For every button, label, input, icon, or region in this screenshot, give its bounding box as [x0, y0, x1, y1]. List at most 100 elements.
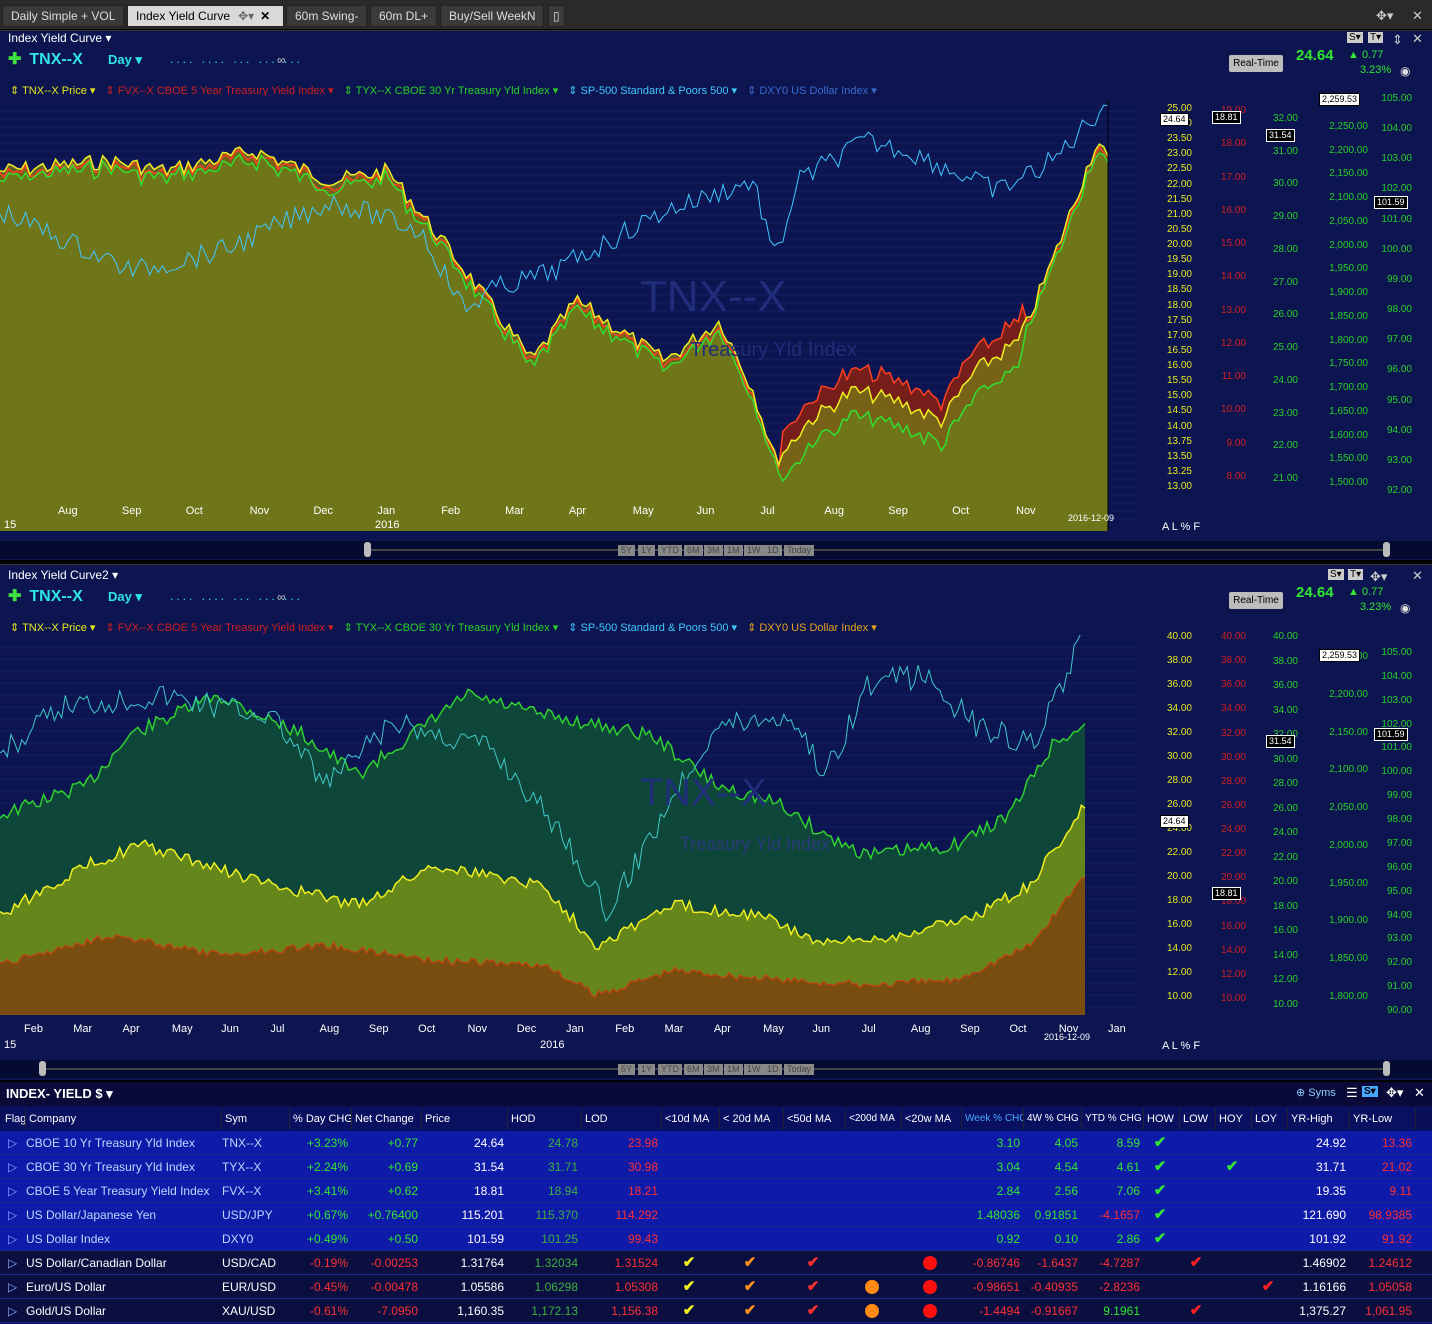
column-header[interactable]: YTD % CHG: [1082, 1108, 1144, 1130]
range-button[interactable]: 6M: [684, 545, 703, 556]
layout-icon[interactable]: ✥▾: [1376, 8, 1394, 23]
range-button[interactable]: 1Y: [638, 1064, 656, 1075]
column-header[interactable]: LOW: [1180, 1108, 1216, 1130]
close-window-icon[interactable]: ✕: [1412, 8, 1423, 23]
tab-60m-dl[interactable]: 60m DL+: [370, 5, 438, 27]
add-symbol-icon[interactable]: ✚: [8, 588, 22, 605]
legend-item[interactable]: ⇕ SP-500 Standard & Poors 500 ▾: [568, 622, 738, 634]
close-tab-icon[interactable]: ✕: [260, 9, 271, 23]
t-button[interactable]: T▾: [1348, 569, 1364, 580]
row-flag-icon[interactable]: ▷: [8, 1208, 18, 1222]
binoculars-icon[interactable]: ∞: [277, 53, 286, 67]
range-button[interactable]: 3M: [704, 1064, 723, 1075]
table-row[interactable]: ▷ US Dollar/Japanese Yen USD/JPY +0.67% +0.7…: [0, 1203, 1432, 1227]
symbol-box[interactable]: ✚ TNX--X: [8, 49, 83, 69]
tab-daily-simple[interactable]: Daily Simple + VOL: [2, 5, 125, 27]
column-header[interactable]: <50d MA: [784, 1108, 846, 1130]
range-button[interactable]: 1Y: [638, 545, 656, 556]
table-row[interactable]: ▷ Euro/US Dollar EUR/USD -0.45% -0.00478 1.05…: [0, 1275, 1432, 1299]
column-header[interactable]: LOY: [1252, 1108, 1288, 1130]
legend-item[interactable]: ⇕ TNX--X Price ▾: [10, 622, 96, 634]
range-button[interactable]: 1D: [764, 1064, 782, 1075]
s-button[interactable]: S▾: [1328, 569, 1344, 580]
close-panel-icon[interactable]: ✕: [1412, 31, 1423, 46]
interval-select[interactable]: Day ▾: [108, 52, 142, 67]
range-button[interactable]: 6M: [684, 1064, 703, 1075]
price-chart[interactable]: TNX--X Treasury Yld Index: [0, 635, 1140, 1015]
scroll-handle-left[interactable]: [39, 1061, 46, 1076]
globe-icon[interactable]: ◉: [1400, 64, 1411, 78]
column-header[interactable]: Week % CHG: [962, 1108, 1024, 1130]
range-button[interactable]: Today: [784, 1064, 815, 1075]
row-flag-icon[interactable]: ▷: [8, 1280, 18, 1294]
interval-select[interactable]: Day ▾: [108, 589, 142, 604]
column-header[interactable]: Sym: [222, 1108, 290, 1130]
legend-item[interactable]: ⇕ DXY0 US Dollar Index ▾: [747, 85, 877, 97]
column-header[interactable]: <10d MA: [662, 1108, 720, 1130]
column-header[interactable]: < 20d MA: [720, 1108, 784, 1130]
range-button[interactable]: YTD: [658, 545, 682, 556]
column-header[interactable]: YR-Low: [1350, 1108, 1416, 1130]
table-row[interactable]: ▷ CBOE 30 Yr Treasury Yld Index TYX--X +2.2…: [0, 1155, 1432, 1179]
legend-item[interactable]: ⇕ TNX--X Price ▾: [10, 85, 96, 97]
column-header[interactable]: Flag: [2, 1108, 26, 1130]
legend-item[interactable]: ⇕ TYX--X CBOE 30 Yr Treasury Yld Index ▾: [343, 622, 559, 634]
column-header[interactable]: Price: [422, 1108, 508, 1130]
range-button[interactable]: Today: [784, 545, 815, 556]
range-button[interactable]: YTD: [658, 1064, 682, 1075]
t-button[interactable]: T▾: [1368, 32, 1384, 43]
watchlist-title[interactable]: INDEX- YIELD $ ▾: [6, 1086, 113, 1101]
new-tab-icon[interactable]: ▯: [548, 5, 565, 27]
tab-index-yield-curve[interactable]: Index Yield Curve ✥▾ ✕: [127, 5, 284, 27]
table-row[interactable]: ▷ Gold/US Dollar XAU/USD -0.61% -7.0950 1,160…: [0, 1299, 1432, 1323]
symbol-box[interactable]: ✚ TNX--X: [8, 586, 83, 606]
s-button[interactable]: S▾: [1362, 1086, 1378, 1097]
row-flag-icon[interactable]: ▷: [8, 1160, 18, 1174]
row-flag-icon[interactable]: ▷: [8, 1304, 18, 1318]
column-header[interactable]: HOD: [508, 1108, 582, 1130]
column-header[interactable]: % Day CHG: [290, 1108, 352, 1130]
panel-title[interactable]: Index Yield Curve2 ▾: [8, 568, 119, 582]
time-scroller[interactable]: 5Y 1Y YTD 6M 3M 1M 1W 1D Today: [0, 1060, 1432, 1078]
column-header[interactable]: <200d MA: [846, 1108, 902, 1130]
legend-item[interactable]: ⇕ DXY0 US Dollar Index ▾: [747, 622, 877, 634]
toolbar-dots[interactable]: .... .... ... ... ...: [170, 589, 304, 603]
legend-item[interactable]: ⇕ TYX--X CBOE 30 Yr Treasury Yld Index ▾: [343, 85, 559, 97]
scale-mode[interactable]: A L % F: [1162, 521, 1201, 533]
move-panel-icon[interactable]: ⇕: [1392, 32, 1403, 47]
legend-item[interactable]: ⇕ FVX--X CBOE 5 Year Treasury Yield Inde…: [105, 85, 334, 97]
table-row[interactable]: ▷ US Dollar/Canadian Dollar USD/CAD -0.19% -…: [0, 1251, 1432, 1275]
legend-item[interactable]: ⇕ SP-500 Standard & Poors 500 ▾: [568, 85, 738, 97]
range-button[interactable]: 3M: [704, 545, 723, 556]
column-header[interactable]: 4W % CHG: [1024, 1108, 1082, 1130]
realtime-button[interactable]: Real-Time: [1229, 592, 1283, 609]
scroll-handle-right[interactable]: [1383, 542, 1390, 557]
column-header[interactable]: LOD: [582, 1108, 662, 1130]
range-button[interactable]: 1W: [744, 1064, 764, 1075]
add-symbol-icon[interactable]: ✚: [8, 51, 22, 68]
close-panel-icon[interactable]: ✕: [1412, 568, 1423, 583]
legend-item[interactable]: ⇕ FVX--X CBOE 5 Year Treasury Yield Inde…: [105, 622, 334, 634]
time-scroller[interactable]: 5Y 1Y YTD 6M 3M 1M 1W 1D Today: [0, 541, 1432, 559]
column-header[interactable]: Company: [26, 1108, 222, 1130]
move-panel-icon[interactable]: ✥▾: [1370, 569, 1388, 584]
price-chart[interactable]: TNX--X Treasury Yld Index: [0, 101, 1140, 531]
table-row[interactable]: ▷ CBOE 10 Yr Treasury Yld Index TNX--X +3.2…: [0, 1131, 1432, 1155]
s-button[interactable]: S▾: [1347, 32, 1363, 43]
binoculars-icon[interactable]: ∞: [277, 590, 286, 604]
range-button[interactable]: 1M: [724, 545, 743, 556]
row-flag-icon[interactable]: ▷: [8, 1232, 18, 1246]
close-panel-icon[interactable]: ✕: [1414, 1085, 1425, 1100]
scale-mode[interactable]: A L % F: [1162, 1040, 1201, 1052]
move-icon[interactable]: ✥▾: [238, 9, 255, 23]
table-row[interactable]: ▷ CBOE 5 Year Treasury Yield Index FVX--X +…: [0, 1179, 1432, 1203]
table-row[interactable]: ▷ US Dollar Index DXY0 +0.49% +0.50 101.59 101…: [0, 1227, 1432, 1251]
column-header[interactable]: HOW: [1144, 1108, 1180, 1130]
column-header[interactable]: <20w MA: [902, 1108, 962, 1130]
column-header[interactable]: Net Change: [352, 1108, 422, 1130]
row-flag-icon[interactable]: ▷: [8, 1136, 18, 1150]
move-panel-icon[interactable]: ✥▾: [1386, 1085, 1404, 1100]
panel-title[interactable]: Index Yield Curve ▾: [8, 31, 112, 45]
toolbar-dots[interactable]: .... .... ... ... ...: [170, 52, 304, 66]
menu-icon[interactable]: ☰: [1346, 1085, 1358, 1100]
